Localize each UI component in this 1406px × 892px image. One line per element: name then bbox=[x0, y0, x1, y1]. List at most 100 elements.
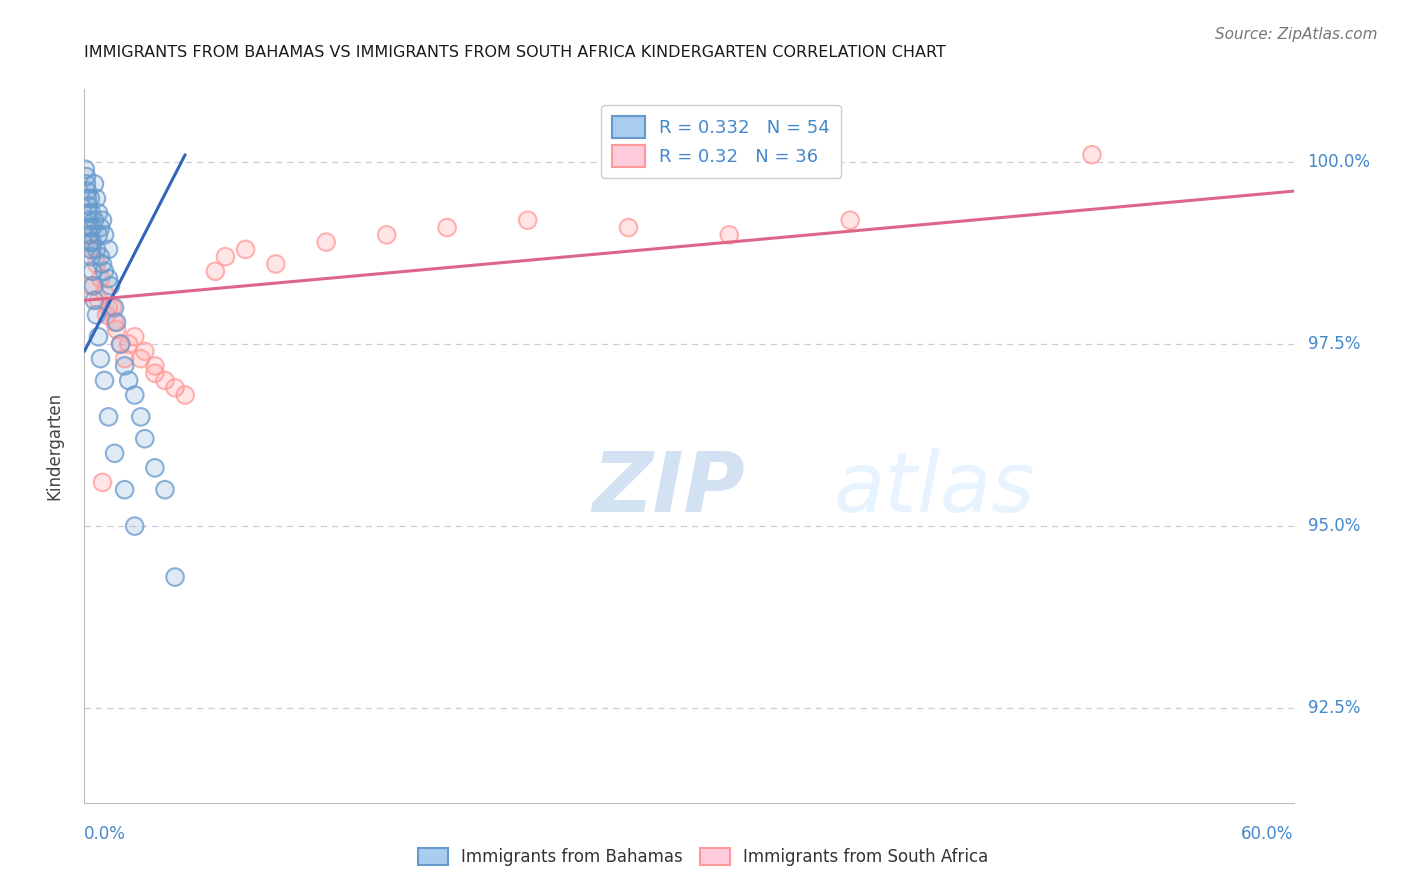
Point bbox=[76, 191, 98, 205]
Point bbox=[375, 227, 398, 242]
Point bbox=[104, 446, 127, 460]
Point bbox=[375, 227, 398, 242]
Point bbox=[77, 227, 100, 242]
Point bbox=[75, 162, 97, 177]
Point bbox=[124, 519, 146, 533]
Point bbox=[1081, 147, 1104, 161]
Point bbox=[105, 322, 128, 336]
Point bbox=[165, 381, 187, 395]
Point bbox=[100, 278, 122, 293]
Point bbox=[124, 330, 146, 344]
Point bbox=[104, 315, 127, 329]
Point bbox=[129, 409, 152, 424]
Point bbox=[89, 220, 111, 235]
Text: 60.0%: 60.0% bbox=[1241, 825, 1294, 843]
Point bbox=[174, 388, 197, 402]
Point bbox=[82, 235, 104, 249]
Point bbox=[97, 409, 120, 424]
Point bbox=[75, 169, 97, 184]
Point bbox=[124, 388, 146, 402]
Point bbox=[82, 278, 104, 293]
Point bbox=[110, 337, 132, 351]
Point bbox=[118, 374, 141, 388]
Point bbox=[87, 227, 110, 242]
Point bbox=[114, 483, 136, 497]
Point bbox=[124, 519, 146, 533]
Point bbox=[129, 409, 152, 424]
Point bbox=[87, 330, 110, 344]
Point bbox=[93, 374, 115, 388]
Point bbox=[75, 162, 97, 177]
Point bbox=[153, 483, 176, 497]
Point bbox=[839, 213, 862, 227]
Point bbox=[153, 483, 176, 497]
Point bbox=[264, 257, 287, 271]
Point bbox=[87, 293, 110, 308]
Point bbox=[97, 271, 120, 285]
Point bbox=[143, 460, 166, 475]
Point bbox=[143, 366, 166, 380]
Point bbox=[87, 206, 110, 220]
Point bbox=[97, 243, 120, 257]
Point bbox=[153, 374, 176, 388]
Point bbox=[105, 315, 128, 329]
Text: Source: ZipAtlas.com: Source: ZipAtlas.com bbox=[1215, 27, 1378, 42]
Point bbox=[89, 351, 111, 366]
Point bbox=[96, 308, 118, 322]
Point bbox=[91, 475, 114, 490]
Point bbox=[718, 227, 741, 242]
Point bbox=[110, 337, 132, 351]
Point bbox=[82, 264, 104, 278]
Point bbox=[91, 475, 114, 490]
Point bbox=[101, 301, 124, 315]
Point bbox=[214, 250, 236, 264]
Point bbox=[91, 257, 114, 271]
Point bbox=[93, 374, 115, 388]
Text: 0.0%: 0.0% bbox=[84, 825, 127, 843]
Point bbox=[80, 250, 103, 264]
Point bbox=[93, 227, 115, 242]
Point bbox=[80, 206, 103, 220]
Point bbox=[79, 227, 101, 242]
Point bbox=[89, 271, 111, 285]
Point bbox=[89, 351, 111, 366]
Point bbox=[165, 381, 187, 395]
Point bbox=[100, 278, 122, 293]
Point bbox=[214, 250, 236, 264]
Point bbox=[204, 264, 226, 278]
Point bbox=[77, 227, 100, 242]
Point bbox=[124, 330, 146, 344]
Point bbox=[77, 199, 100, 213]
Point bbox=[93, 264, 115, 278]
Point bbox=[83, 213, 105, 227]
Point bbox=[235, 243, 257, 257]
Point bbox=[101, 301, 124, 315]
Point bbox=[104, 301, 127, 315]
Point bbox=[80, 206, 103, 220]
Point bbox=[516, 213, 538, 227]
Point bbox=[174, 388, 197, 402]
Legend: R = 0.332   N = 54, R = 0.32   N = 36: R = 0.332 N = 54, R = 0.32 N = 36 bbox=[602, 105, 841, 178]
Point bbox=[93, 286, 115, 301]
Point bbox=[79, 227, 101, 242]
Point bbox=[86, 308, 108, 322]
Point bbox=[124, 388, 146, 402]
Point bbox=[114, 359, 136, 373]
Point bbox=[93, 286, 115, 301]
Point bbox=[516, 213, 538, 227]
Point bbox=[79, 220, 101, 235]
Y-axis label: Kindergarten: Kindergarten bbox=[45, 392, 63, 500]
Point bbox=[79, 235, 101, 249]
Point bbox=[143, 359, 166, 373]
Point bbox=[91, 257, 114, 271]
Point bbox=[82, 243, 104, 257]
Point bbox=[82, 264, 104, 278]
Point bbox=[79, 220, 101, 235]
Point bbox=[153, 374, 176, 388]
Point bbox=[118, 337, 141, 351]
Point bbox=[86, 243, 108, 257]
Point bbox=[77, 213, 100, 227]
Point bbox=[110, 337, 132, 351]
Point bbox=[235, 243, 257, 257]
Point bbox=[1081, 147, 1104, 161]
